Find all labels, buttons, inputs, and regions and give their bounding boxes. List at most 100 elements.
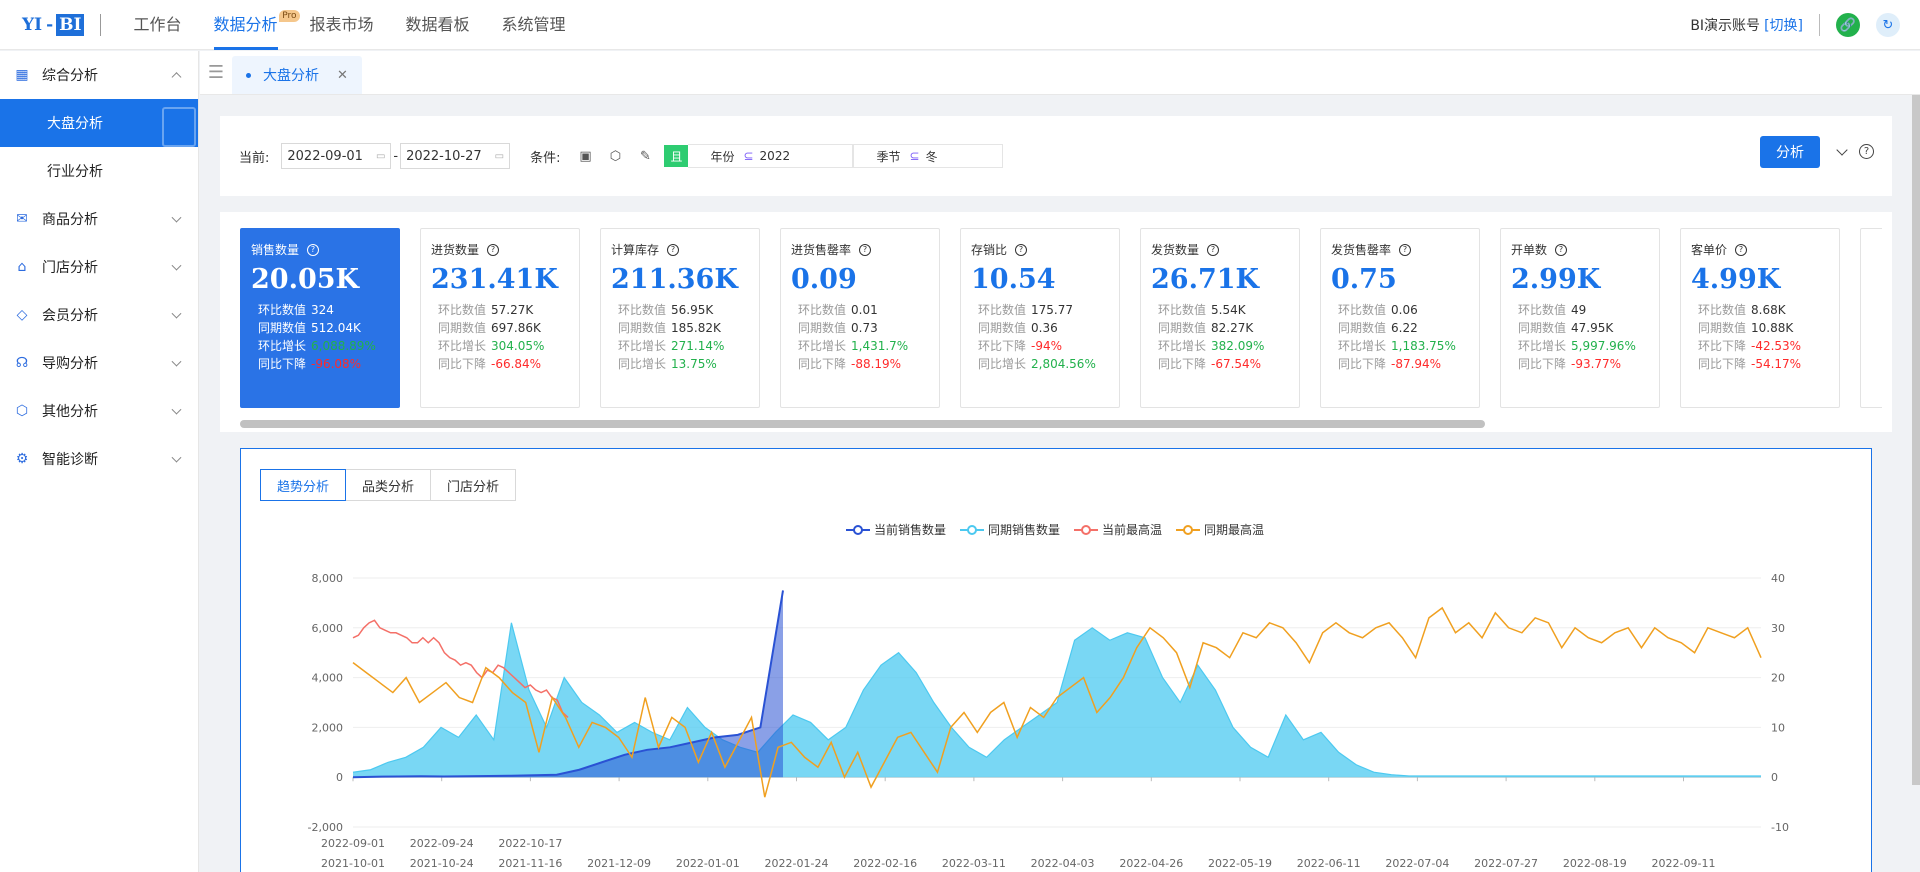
top-navbar: YI - BI 工作台 数据分析 Pro 报表市场 数据看板 系统管理 BI演示账… [0, 0, 1920, 50]
y-left-tick-label: -2,000 [308, 821, 343, 834]
kpi-card[interactable]: 进货售罄率? 0.09 环比数值 0.01 同期数值 0.73 环比增长 1,431.7% 同比… [780, 228, 940, 408]
chevron-down-icon[interactable] [1836, 144, 1848, 156]
kpi-card[interactable]: 发货数量? 26.71K 环比数值 5.54K 同期数值 82.27K 环比增长 382.09… [1140, 228, 1300, 408]
help-icon[interactable]: ? [667, 243, 680, 256]
tab-trend[interactable]: 趋势分析 [260, 469, 347, 501]
kpi-card[interactable]: 存销比? 10.54 环比数值 175.77 同期数值 0.36 环比下降 -94% 同比增长 2… [960, 228, 1120, 408]
y-right-tick-label: 40 [1771, 572, 1785, 585]
kpi-card[interactable]: 发货售罄率? 0.75 环比数值 0.06 同期数值 6.22 环比增长 1,183.75% 同… [1320, 228, 1480, 408]
and-toggle[interactable]: 且 [664, 145, 689, 167]
save-icon[interactable]: ▣ [579, 148, 592, 164]
legend-item[interactable]: 同期最高温 [1176, 521, 1264, 538]
kpi-row: 同比下降 -96.08% [258, 357, 362, 371]
refresh-icon[interactable]: ↻ [1876, 13, 1900, 37]
prior-temp-line [352, 606, 1762, 798]
kpi-title: 发货售罄率? [1331, 241, 1479, 258]
x-prior-tick-label: 2021-11-16 [498, 857, 562, 870]
legend-item[interactable]: 当前销售数量 [846, 521, 946, 538]
link-icon[interactable]: 🔗 [1836, 13, 1860, 37]
kpi-row: 同比下降 -67.54% [1158, 357, 1262, 371]
kpi-card[interactable]: 销售数量? 20.05K 环比数值 324 同期数值 512.04K 环比增长 6,088.8… [240, 228, 400, 408]
close-icon[interactable]: ✕ [337, 67, 348, 83]
sidebar: ▦ 综合分析 大盘分析 行业分析 ✉ 商品分析 ⌂ 门店分析 ◇ 会员分析 ☊ … [0, 51, 199, 872]
tab-dot [246, 72, 251, 78]
kpi-card[interactable]: 开单数? 2.99K 环比数值 49 同期数值 47.95K 环比增长 5,997.96% 同比… [1500, 228, 1660, 408]
sidebar-item-guide[interactable]: ☊ 导购分析 [0, 339, 198, 387]
sidebar-item-member[interactable]: ◇ 会员分析 [0, 291, 198, 339]
help-icon[interactable]: ? [1207, 243, 1220, 256]
subset-icon: ⊆ [909, 149, 920, 163]
switch-account-link[interactable]: [切换] [1764, 18, 1803, 34]
help-icon[interactable]: ? [1555, 243, 1568, 256]
sidebar-item-product[interactable]: ✉ 商品分析 [0, 195, 198, 243]
header-divider [1819, 14, 1820, 36]
kpi-row: 环比数值 56.95K [618, 303, 714, 317]
top-menu-system[interactable]: 系统管理 [501, 14, 566, 34]
kpi-row: 同期数值 10.88K [1698, 321, 1794, 335]
kpi-card[interactable]: 计算库存? 211.36K 环比数值 56.95K 同期数值 185.82K 环比增长 271… [600, 228, 760, 408]
kpi-value: 211.36K [611, 264, 738, 295]
x-prior-tick-label: 2022-05-19 [1208, 857, 1272, 870]
sidebar-item-store[interactable]: ⌂ 门店分析 [0, 243, 198, 291]
cube-icon[interactable]: ⬡ [609, 148, 622, 164]
x-prior-tick-label: 2022-02-16 [853, 857, 917, 870]
tab-category[interactable]: 品类分析 [345, 469, 432, 501]
help-icon[interactable]: ? [487, 243, 500, 256]
kpi-row: 同比下降 -54.17% [1698, 357, 1802, 371]
kpi-card[interactable]: 客单价? 4.99K 环比数值 8.68K 同期数值 10.88K 环比下降 -42.53% 同… [1680, 228, 1840, 408]
top-menu-workbench[interactable]: 工作台 [133, 14, 182, 34]
kpi-title: 客单价? [1691, 241, 1839, 258]
edit-icon[interactable]: ✎ [640, 148, 651, 164]
kpi-row: 同比下降 -93.77% [1518, 357, 1622, 371]
help-icon[interactable]: ? [1735, 243, 1748, 256]
top-menu-data-analysis[interactable]: 数据分析 Pro [198, 0, 300, 50]
sidebar-item-market-overview[interactable]: 大盘分析 [0, 99, 198, 147]
tab-store[interactable]: 门店分析 [430, 469, 517, 501]
y-right-tick-label: -10 [1771, 821, 1789, 834]
sidebar-item-overall[interactable]: ▦ 综合分析 [0, 51, 198, 99]
x-prior-tick-label: 2022-01-24 [765, 857, 829, 870]
vertical-scrollbar[interactable] [1912, 95, 1920, 785]
cube-icon: ⬡ [15, 403, 29, 419]
trend-chart: 8,000 6,000 4,000 2,000 0 -2,000 40 30 20 10 0 -10 2… [308, 572, 1789, 870]
kpi-row: 环比增长 382.09% [1158, 339, 1265, 353]
kpi-row: 环比增长 1,183.75% [1338, 339, 1456, 353]
x-current-tick-label: 2022-09-01 [321, 837, 385, 850]
logo-dash: - [46, 14, 54, 35]
help-icon[interactable]: ? [1399, 243, 1412, 256]
menu-toggle-icon[interactable]: ☰ [207, 61, 225, 83]
end-date-input[interactable]: 2022-10-27 ▭ [400, 143, 511, 169]
top-menu-report-market[interactable]: 报表市场 [309, 14, 374, 34]
help-icon[interactable]: ? [859, 243, 872, 256]
kpi-card-partial[interactable] [1860, 228, 1882, 408]
legend-item[interactable]: 当前最高温 [1074, 521, 1162, 538]
kpi-row: 环比数值 8.68K [1698, 303, 1786, 317]
kpi-row: 环比数值 0.01 [798, 303, 878, 317]
analyze-button[interactable]: 分析 [1760, 136, 1820, 168]
horizontal-scrollbar[interactable] [240, 420, 1485, 428]
start-date-input[interactable]: 2022-09-01 ▭ [281, 143, 392, 169]
x-current-tick-label: 2022-10-17 [498, 837, 562, 850]
help-icon[interactable]: ? [307, 243, 320, 256]
store-icon: ⌂ [17, 259, 27, 275]
x-prior-tick-label: 2022-04-03 [1031, 857, 1095, 870]
tab-market-overview[interactable]: 大盘分析 ✕ [232, 56, 362, 94]
y-left-tick-label: 8,000 [312, 572, 344, 585]
sidebar-item-diagnosis[interactable]: ⚙ 智能诊断 [0, 435, 198, 483]
help-icon[interactable]: ? [1015, 243, 1028, 256]
condition-label: 条件: [530, 150, 561, 166]
current-temp-line [352, 619, 569, 718]
filter-field-year[interactable]: 年份 ⊆ 2022 [688, 144, 854, 168]
kpi-card[interactable]: 进货数量? 231.41K 环比数值 57.27K 同期数值 697.86K 环比增长 304… [420, 228, 580, 408]
help-icon[interactable]: ? [1859, 144, 1874, 159]
filter-field-season[interactable]: 季节 ⊆ 冬 [853, 144, 1004, 168]
x-prior-tick-label: 2022-08-19 [1563, 857, 1627, 870]
logo[interactable]: YI - BI [22, 13, 85, 36]
y-right-tick-label: 30 [1771, 622, 1785, 635]
legend-item[interactable]: 同期销售数量 [960, 521, 1060, 538]
top-menu-dashboard[interactable]: 数据看板 [405, 14, 470, 34]
sidebar-item-other[interactable]: ⬡ 其他分析 [0, 387, 198, 435]
sidebar-item-industry[interactable]: 行业分析 [47, 164, 103, 180]
kpi-title: 计算库存? [611, 241, 759, 258]
logo-left: YI [22, 14, 43, 35]
